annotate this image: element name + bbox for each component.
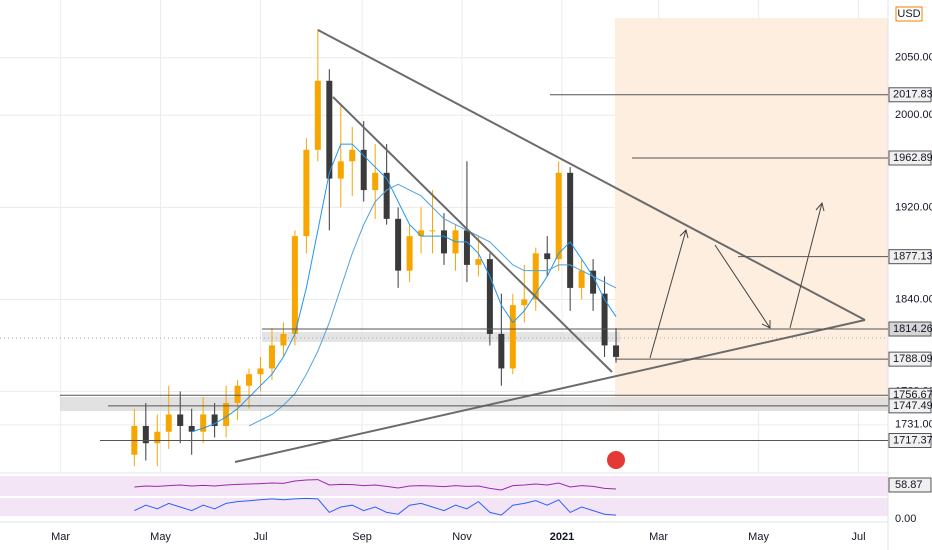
level-label: 1877.13 [893,251,932,263]
level-label: 1962.89 [893,152,932,164]
candle-body [268,345,275,369]
candle-body [246,374,253,386]
candles [131,29,620,467]
x-tick-label: 2021 [550,531,574,543]
x-tick-label: Nov [452,531,472,543]
candle-body [475,259,482,265]
level-label-box [888,87,932,103]
trend-line [234,319,866,463]
x-tick-label: Jul [851,531,865,543]
candle-body [498,333,505,369]
candle-body [486,259,493,334]
x-tick-label: Jul [253,531,267,543]
rsi-label-box [888,477,932,493]
candle-body [314,80,321,150]
candle-body [441,230,447,254]
y-tick-label: 2050.00 [895,52,932,64]
arrow [649,229,689,359]
candle-body [360,149,367,191]
candle-body [154,431,161,444]
level-label-box [888,321,932,337]
level-label-box [888,249,932,265]
candle-body [200,414,207,432]
level-label-box [888,351,932,367]
candle-body [291,236,298,334]
trend-line [332,96,613,373]
candle-body [578,270,585,288]
candle-body [613,345,620,357]
candle-body [234,385,241,403]
level-label-box [888,398,932,414]
event-icon[interactable] [607,451,625,469]
x-tick-label: May [150,531,171,543]
candle-body [326,80,333,179]
candle-body [372,172,379,191]
x-tick-label: Mar [51,531,70,543]
support-zone [262,332,620,342]
rsi-line [134,479,617,491]
candle-body [337,161,344,179]
level-label: 1756.67 [893,389,932,401]
level-label: 1747.49 [893,400,932,412]
forecast-zone [615,18,888,410]
x-tick-label: Sep [352,531,372,543]
candle-body [406,236,413,271]
candle-body [463,230,470,265]
candle-body [188,425,195,432]
y-tick-label: 1731.00 [895,419,932,431]
candle-body [590,270,597,294]
x-tick-label: May [748,531,769,543]
y-tick-label: 1840.00 [895,293,932,305]
moving-average [248,183,617,427]
candle-body [165,414,172,432]
demand-zone [60,397,888,411]
y-tick-label: 1920.00 [895,201,932,213]
candle-body [418,230,425,237]
arrows [649,201,825,359]
candle-body [509,305,516,369]
level-label-box [888,433,932,449]
currency: USD [897,8,920,20]
candle-body [395,218,402,271]
candle-body [142,425,149,444]
candle-body [601,293,608,346]
arrow [714,244,771,329]
candle-body [280,333,287,346]
candle-body [567,172,574,288]
y-tick-label: 2000.00 [895,109,932,121]
candle-body [383,172,390,219]
candle-body [211,414,218,426]
candle-body [349,149,356,162]
level-label: 1717.37 [893,434,932,446]
x-tick-label: Mar [649,531,668,543]
candle-body [555,172,562,260]
candle-body [223,402,230,426]
drawings [234,29,866,463]
candle-body [177,414,184,426]
rsi-label: 58.87 [895,479,923,491]
level-label: 2017.83 [893,89,932,101]
moving-average [191,143,617,433]
candle-body [544,253,551,260]
candle-body [532,253,539,300]
level-label-box [888,150,932,166]
level-label: 1788.09 [893,353,932,365]
currency-button[interactable] [895,6,923,22]
trend-line [317,29,866,321]
stoch-line [134,497,617,516]
candle-body [303,149,310,237]
price-axis [888,0,932,550]
arrow [789,201,825,329]
candle-body [521,299,528,306]
level-label: 1814.26 [893,323,932,335]
stoch-label: 0.00 [895,513,916,525]
rsi-pane [0,476,888,496]
candle-body [257,368,264,375]
stoch-pane [0,498,888,516]
candle-body [429,230,436,232]
